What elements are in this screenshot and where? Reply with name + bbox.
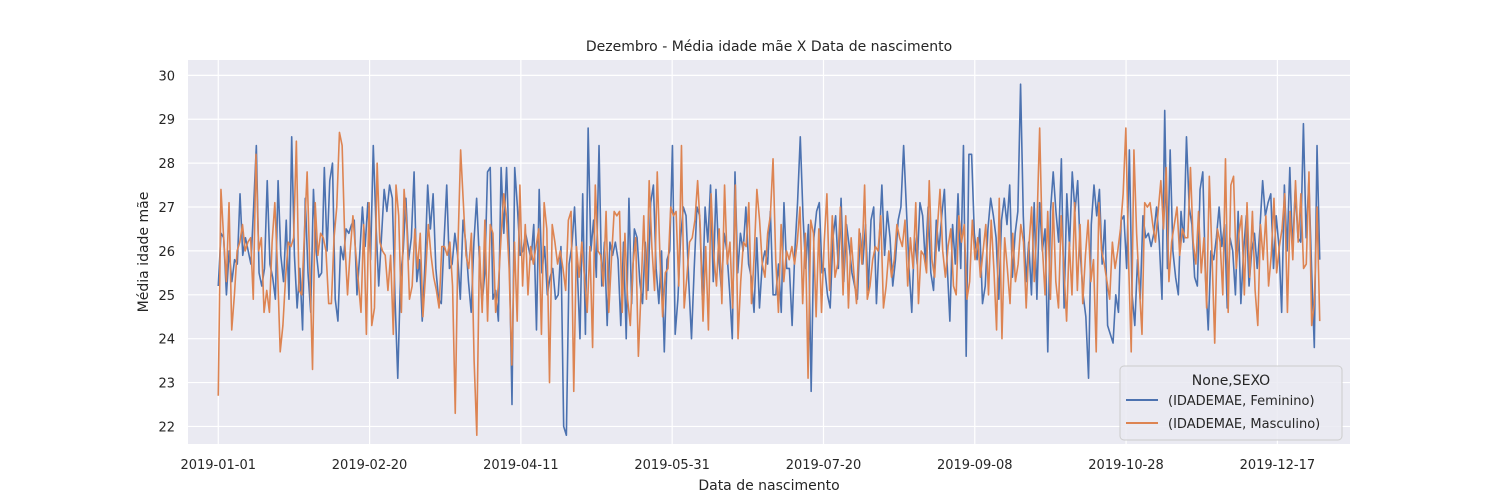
x-tick-label: 2019-07-20 [786,458,862,473]
x-tick-label: 2019-01-01 [180,458,256,473]
legend-title: None,SEXO [1192,373,1270,389]
legend-label-feminino: (IDADEMAE, Feminino) [1168,394,1315,409]
x-tick-labels: 2019-01-01 2019-02-20 2019-04-11 2019-05-31… [180,458,1315,473]
legend-box [1119,365,1343,441]
legend-label-masculino: (IDADEMAE, Masculino) [1168,417,1320,432]
x-axis-label: Data de nascimento [698,478,839,494]
y-tick-label: 30 [158,69,175,84]
y-tick-label: 28 [158,157,175,172]
legend: None,SEXO (IDADEMAE, Feminino) (IDADEMAE… [1119,365,1343,441]
x-tick-label: 2019-10-28 [1088,458,1164,473]
y-tick-label: 22 [158,420,175,435]
chart-title: Dezembro - Média idade mãe X Data de nas… [586,39,952,55]
y-tick-label: 25 [158,289,175,304]
x-tick-label: 2019-09-08 [937,458,1013,473]
x-tick-label: 2019-05-31 [634,458,710,473]
x-tick-label: 2019-02-20 [332,458,408,473]
x-tick-label: 2019-04-11 [483,458,559,473]
y-tick-label: 23 [158,377,175,392]
y-tick-label: 26 [158,245,175,260]
y-axis-label: Média idade mãe [136,192,152,313]
series-line-idademae-masculino [217,127,1321,437]
x-tick-label: 2019-12-17 [1240,458,1316,473]
y-tick-label: 29 [158,113,175,128]
series-layer [217,83,1321,437]
y-tick-label: 24 [158,333,175,348]
y-tick-label: 27 [158,201,175,216]
y-tick-labels: 22 23 24 25 26 27 28 29 30 [158,69,175,435]
